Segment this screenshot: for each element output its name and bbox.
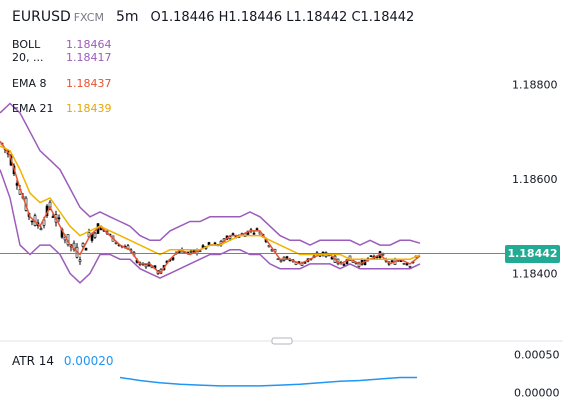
candle-body [382, 254, 384, 255]
ema8-value: 1.18437 [66, 77, 112, 90]
price-tick-label: 1.18400 [512, 267, 558, 280]
candle-body [280, 260, 282, 261]
candle-body [52, 217, 54, 218]
boll-upper-value: 1.18464 [66, 38, 112, 51]
price-tick-label: 1.18600 [512, 173, 558, 186]
boll-legend[interactable]: BOLL 1.18464 20, ... 1.18417 [12, 38, 112, 64]
atr-tick-label: 0.00050 [514, 349, 560, 362]
series-line-boll-upper [0, 104, 420, 246]
pane-resize-handle [272, 338, 292, 344]
chart-header: EURUSD FXCM 5m O1.18446 H1.18446 L1.18442 C… [12, 9, 414, 25]
candle-body [145, 265, 147, 267]
atr-legend[interactable]: ATR 14 0.00020 [12, 354, 113, 368]
candle-body [16, 183, 18, 185]
atr-label: ATR 14 [12, 354, 54, 368]
boll-basis-value: 1.18417 [66, 51, 112, 64]
ohlc-values: O1.18446 H1.18446 L1.18442 C1.18442 [151, 10, 415, 25]
candle-body [190, 251, 192, 252]
candle-body [232, 234, 234, 235]
atr-pane [120, 378, 417, 386]
candle-body [85, 248, 87, 250]
candle-body [409, 266, 411, 267]
price-tick-label: 1.18800 [512, 79, 558, 92]
candle-body [370, 256, 372, 257]
symbol-name[interactable]: EURUSD [12, 9, 71, 25]
candle-body [58, 218, 60, 219]
candle-body [406, 264, 408, 266]
candle-body [94, 233, 96, 237]
candle-body [31, 221, 33, 222]
ema21-value: 1.18439 [66, 102, 112, 115]
candle-body [214, 243, 216, 244]
ema21-label: EMA 21 [12, 102, 66, 115]
atr-value: 0.00020 [64, 354, 114, 368]
candle-body [256, 229, 258, 230]
pane-divider[interactable] [0, 338, 563, 344]
atr-line [120, 378, 417, 386]
candle-body [79, 260, 81, 262]
timeframe[interactable]: 5m [116, 9, 139, 25]
boll-label: BOLL [12, 38, 66, 51]
current-price-tag: 1.18442 [505, 245, 560, 263]
boll-params: 20, ... [12, 51, 66, 64]
series-line-boll-basis [0, 141, 420, 265]
candle-body [403, 263, 405, 264]
candle-body [253, 233, 255, 234]
atr-tick-label: 0.00000 [514, 387, 560, 400]
ema8-label: EMA 8 [12, 77, 66, 90]
candle-body [343, 264, 345, 265]
series-line-boll-lower [0, 170, 420, 283]
atr-axis: 0.00050 0.00000 [514, 349, 560, 400]
candle-body [286, 257, 288, 258]
ema21-legend[interactable]: EMA 21 1.18439 [12, 102, 112, 115]
candle-body [40, 228, 42, 229]
exchange-name: FXCM [74, 11, 104, 24]
candle-body [391, 261, 393, 262]
ema8-legend[interactable]: EMA 8 1.18437 [12, 77, 112, 90]
series-lines [0, 104, 420, 283]
candle-body [277, 259, 279, 260]
